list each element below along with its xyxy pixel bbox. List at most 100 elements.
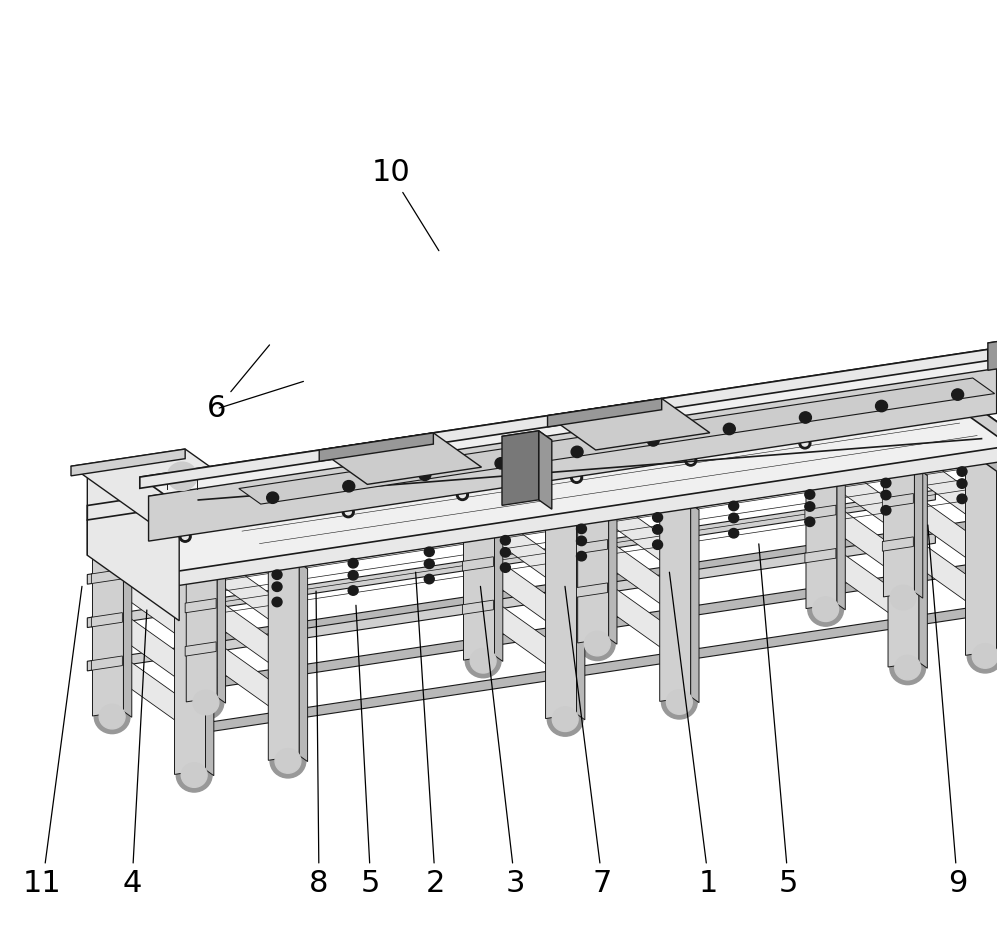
Circle shape <box>94 699 130 733</box>
Polygon shape <box>988 333 1000 380</box>
Circle shape <box>470 649 496 673</box>
Circle shape <box>579 627 615 660</box>
Text: 11: 11 <box>23 586 82 898</box>
Text: 10: 10 <box>371 159 439 251</box>
Circle shape <box>345 482 351 487</box>
Text: 8: 8 <box>309 591 329 898</box>
Polygon shape <box>882 450 1000 521</box>
Polygon shape <box>149 369 997 542</box>
Polygon shape <box>140 350 988 488</box>
Polygon shape <box>502 430 552 446</box>
Circle shape <box>881 490 891 500</box>
Polygon shape <box>186 504 226 515</box>
Text: 3: 3 <box>480 586 525 898</box>
Polygon shape <box>996 458 1000 656</box>
Circle shape <box>729 502 739 511</box>
Polygon shape <box>883 400 923 410</box>
Polygon shape <box>71 449 185 476</box>
Circle shape <box>424 560 434 568</box>
Polygon shape <box>919 469 927 668</box>
Polygon shape <box>882 450 913 465</box>
Text: 6: 6 <box>207 345 270 424</box>
Polygon shape <box>268 563 308 574</box>
Polygon shape <box>87 534 935 671</box>
Circle shape <box>182 534 188 540</box>
Polygon shape <box>87 378 935 520</box>
Circle shape <box>343 481 355 492</box>
Polygon shape <box>186 504 217 702</box>
Circle shape <box>272 570 282 580</box>
Circle shape <box>571 445 583 456</box>
Polygon shape <box>502 430 539 505</box>
Circle shape <box>813 597 839 621</box>
Circle shape <box>802 441 808 446</box>
Polygon shape <box>578 446 617 456</box>
Polygon shape <box>577 496 608 510</box>
Polygon shape <box>577 522 585 720</box>
Circle shape <box>805 490 815 499</box>
Text: 5: 5 <box>759 544 798 898</box>
Polygon shape <box>805 548 928 618</box>
Polygon shape <box>91 569 214 639</box>
Polygon shape <box>577 583 608 598</box>
Text: 1: 1 <box>669 572 719 898</box>
Circle shape <box>653 540 663 549</box>
Circle shape <box>584 632 610 655</box>
Circle shape <box>348 586 358 596</box>
Circle shape <box>272 598 282 607</box>
Polygon shape <box>239 378 995 504</box>
Polygon shape <box>935 378 1000 458</box>
Polygon shape <box>806 411 837 609</box>
Polygon shape <box>888 469 919 667</box>
Circle shape <box>267 492 279 504</box>
Text: 5: 5 <box>356 605 380 898</box>
Circle shape <box>459 492 465 498</box>
Polygon shape <box>185 642 216 656</box>
Circle shape <box>577 524 586 534</box>
Circle shape <box>275 749 301 773</box>
Circle shape <box>723 424 735 434</box>
Circle shape <box>188 686 224 719</box>
Circle shape <box>688 458 694 464</box>
Polygon shape <box>91 613 122 627</box>
Polygon shape <box>882 493 913 508</box>
Polygon shape <box>882 537 913 551</box>
Circle shape <box>881 505 891 515</box>
Polygon shape <box>87 490 935 628</box>
Circle shape <box>500 563 510 572</box>
Text: 7: 7 <box>565 586 612 898</box>
Circle shape <box>500 536 510 545</box>
Circle shape <box>193 691 219 714</box>
Polygon shape <box>577 540 699 610</box>
Polygon shape <box>87 464 179 620</box>
Polygon shape <box>175 577 214 588</box>
Polygon shape <box>805 505 928 576</box>
Polygon shape <box>965 458 1000 468</box>
Polygon shape <box>91 656 214 726</box>
Polygon shape <box>883 400 914 597</box>
Polygon shape <box>806 411 845 422</box>
Polygon shape <box>577 540 608 554</box>
Circle shape <box>342 506 354 518</box>
Circle shape <box>181 763 207 788</box>
Circle shape <box>685 428 697 439</box>
Polygon shape <box>577 496 699 566</box>
Circle shape <box>957 494 967 504</box>
Polygon shape <box>92 519 123 716</box>
Circle shape <box>272 582 282 592</box>
Polygon shape <box>660 504 691 701</box>
Circle shape <box>957 466 967 476</box>
Polygon shape <box>888 469 927 481</box>
Polygon shape <box>464 463 503 473</box>
Polygon shape <box>578 446 609 643</box>
Circle shape <box>459 465 465 470</box>
Polygon shape <box>206 577 214 776</box>
Circle shape <box>419 469 431 481</box>
Circle shape <box>895 656 921 680</box>
Polygon shape <box>805 505 836 520</box>
Circle shape <box>571 446 583 458</box>
Circle shape <box>424 547 434 557</box>
Polygon shape <box>87 446 935 584</box>
Polygon shape <box>87 392 1000 585</box>
Polygon shape <box>319 433 482 484</box>
